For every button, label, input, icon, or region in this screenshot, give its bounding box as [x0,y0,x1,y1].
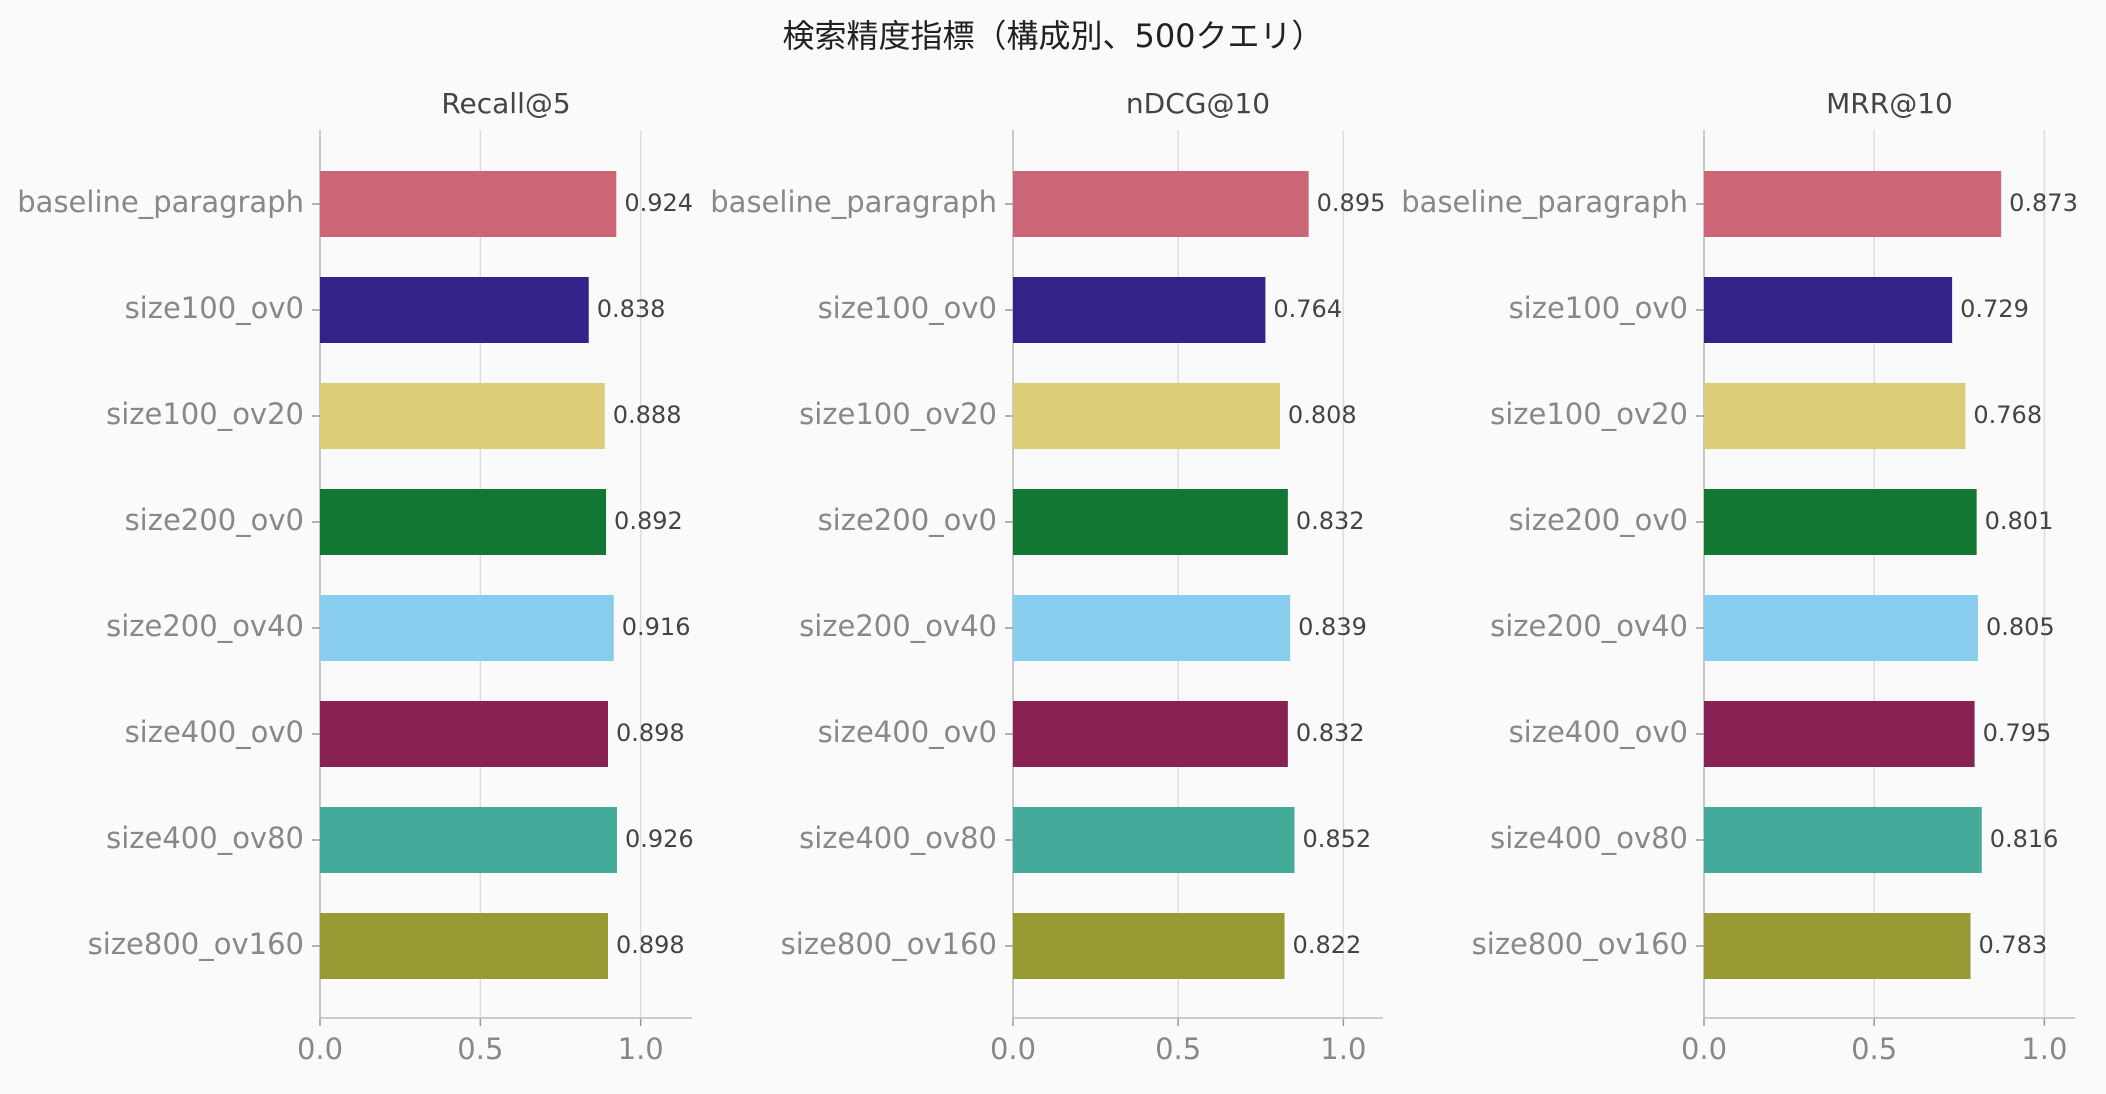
x-tick-label: 1.0 [1320,1032,1366,1066]
bar [1013,913,1285,979]
bar [1704,277,1953,343]
bar [320,701,608,767]
x-tick-label: 1.0 [618,1032,664,1066]
value-label: 0.852 [1302,825,1371,853]
y-tick-label: size200_ov40 [799,609,997,643]
y-tick-label: baseline_paragraph [710,185,997,219]
value-label: 0.926 [625,825,694,853]
subplot-title: Recall@5 [441,87,570,120]
x-tick-label: 0.5 [457,1032,503,1066]
bar [1013,277,1266,343]
chart-title: 検索精度指標（構成別、500クエリ） [782,17,1323,55]
bar [320,595,614,661]
y-tick-label: size100_ov0 [818,291,997,325]
y-tick-label: size400_ov80 [1490,821,1688,855]
bar [1013,171,1309,237]
y-tick-label: size800_ov160 [88,927,304,961]
bar [1013,807,1295,873]
y-tick-label: size400_ov0 [125,715,304,749]
y-tick-label: size200_ov40 [106,609,304,643]
x-tick-label: 0.5 [1155,1032,1201,1066]
bar [1013,383,1280,449]
y-tick-label: size100_ov20 [1490,397,1688,431]
value-label: 0.808 [1288,401,1357,429]
value-label: 0.895 [1317,189,1386,217]
y-tick-label: size800_ov160 [781,927,997,961]
bar [1704,489,1977,555]
y-tick-label: size400_ov0 [1509,715,1688,749]
subplot-title: MRR@10 [1826,87,1953,120]
value-label: 0.768 [1973,401,2042,429]
y-tick-label: size800_ov160 [1472,927,1688,961]
bar [320,489,607,555]
value-label: 0.822 [1293,931,1362,959]
value-label: 0.888 [613,401,682,429]
value-label: 0.898 [616,719,685,747]
y-tick-label: baseline_paragraph [17,185,304,219]
value-label: 0.873 [2009,189,2078,217]
bar [320,807,617,873]
value-label: 0.795 [1983,719,2052,747]
value-label: 0.816 [1990,825,2059,853]
value-label: 0.801 [1985,507,2054,535]
y-tick-label: size400_ov80 [799,821,997,855]
bar [320,277,589,343]
bar [1704,383,1966,449]
bar [320,913,608,979]
value-label: 0.839 [1298,613,1367,641]
bar [1704,913,1971,979]
bar [1704,807,1982,873]
y-tick-label: size200_ov40 [1490,609,1688,643]
x-tick-label: 0.5 [1851,1032,1897,1066]
value-label: 0.805 [1986,613,2055,641]
value-label: 0.892 [614,507,683,535]
value-label: 0.924 [624,189,693,217]
y-tick-label: size200_ov0 [125,503,304,537]
value-label: 0.764 [1273,295,1342,323]
bar [1013,701,1288,767]
bar [320,171,617,237]
bar [1704,701,1975,767]
value-label: 0.832 [1296,507,1365,535]
bar [320,383,605,449]
subplot-title: nDCG@10 [1126,87,1270,120]
y-tick-label: size200_ov0 [818,503,997,537]
y-tick-label: size200_ov0 [1509,503,1688,537]
value-label: 0.729 [1960,295,2029,323]
value-label: 0.898 [616,931,685,959]
x-tick-label: 0.0 [990,1032,1036,1066]
bar [1013,489,1288,555]
bar [1704,595,1978,661]
value-label: 0.838 [597,295,666,323]
y-tick-label: size100_ov0 [125,291,304,325]
value-label: 0.916 [622,613,691,641]
y-tick-label: size100_ov20 [799,397,997,431]
bar [1704,171,2002,237]
y-tick-label: size400_ov0 [818,715,997,749]
value-label: 0.832 [1296,719,1365,747]
x-tick-label: 0.0 [1681,1032,1727,1066]
y-tick-label: size400_ov80 [106,821,304,855]
y-tick-label: baseline_paragraph [1401,185,1688,219]
bar [1013,595,1291,661]
value-label: 0.783 [1979,931,2048,959]
x-tick-label: 0.0 [297,1032,343,1066]
y-tick-label: size100_ov20 [106,397,304,431]
x-tick-label: 1.0 [2021,1032,2067,1066]
y-tick-label: size100_ov0 [1509,291,1688,325]
